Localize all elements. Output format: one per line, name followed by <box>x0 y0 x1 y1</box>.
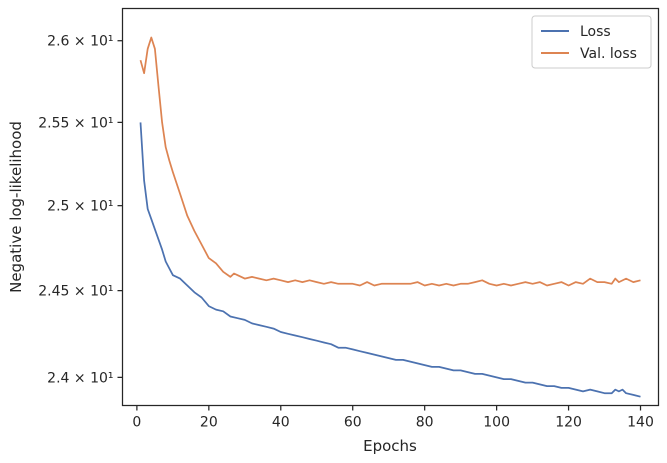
y-axis-label: Negative log-likelihood <box>7 121 25 293</box>
y-tick-mantissa: 2.6 <box>47 34 69 50</box>
y-tick-exponent: × 10¹ <box>69 199 113 215</box>
y-tick-exponent: × 10¹ <box>69 284 113 300</box>
x-tick-label: 100 <box>483 415 510 431</box>
legend-box <box>531 15 652 69</box>
y-tick-mantissa: 2.55 <box>38 115 69 131</box>
x-tick-label: 0 <box>132 415 141 431</box>
series-lines <box>139 36 641 398</box>
y-tick-exponent: × 10¹ <box>69 115 113 131</box>
y-tick-mantissa: 2.4 <box>47 370 69 386</box>
y-tick-label: 2.55 × 10¹ <box>38 115 113 131</box>
x-tick-label: 60 <box>344 415 362 431</box>
legend: Loss Val. loss <box>531 15 652 69</box>
x-tick-label: 80 <box>416 415 434 431</box>
y-tick-label: 2.6 × 10¹ <box>47 34 113 50</box>
legend-label-val-loss: Val. loss <box>580 46 637 62</box>
y-tick-label: 2.4 × 10¹ <box>47 370 113 386</box>
x-axis-label: Epochs <box>363 437 417 455</box>
legend-label-loss: Loss <box>580 24 611 40</box>
y-tick-label: 2.45 × 10¹ <box>38 284 113 300</box>
y-tick-exponent: × 10¹ <box>69 370 113 386</box>
x-tick-label: 140 <box>627 415 654 431</box>
x-tick-label: 120 <box>555 415 582 431</box>
x-tick-label: 20 <box>200 415 218 431</box>
x-tick-label: 40 <box>272 415 290 431</box>
y-tick-label: 2.5 × 10¹ <box>47 199 113 215</box>
x-axis: 0 20 40 60 80 100 120 140 <box>132 405 654 431</box>
y-tick-mantissa: 2.5 <box>47 199 69 215</box>
series-line-val-loss <box>139 36 641 287</box>
y-tick-exponent: × 10¹ <box>69 34 113 50</box>
y-tick-mantissa: 2.45 <box>38 284 69 300</box>
plot-frame <box>121 7 660 407</box>
series-line-loss <box>139 122 641 398</box>
